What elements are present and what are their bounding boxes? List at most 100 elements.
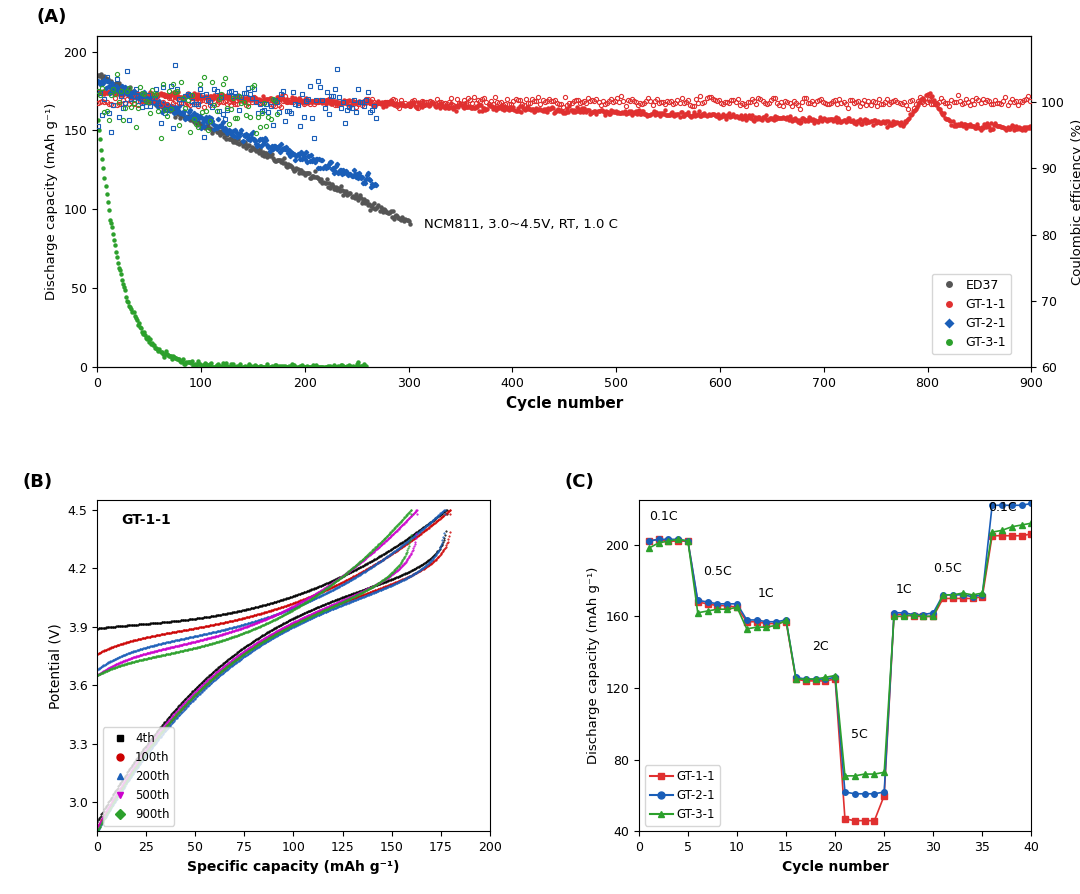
GT-1-1 [789,674,802,685]
GT-2-1 [92,75,105,86]
GT-3-1 [643,543,656,553]
Text: 2C: 2C [812,640,828,654]
GT-1-1 [681,536,694,546]
GT-3-1 [848,771,861,781]
GT-3-1 [208,362,221,373]
GT-2-1 [370,180,383,190]
Text: (C): (C) [564,473,594,491]
GT-3-1 [751,621,764,632]
GT-2-1 [672,534,685,544]
GT-3-1 [799,674,812,685]
GT-3-1 [936,589,949,600]
GT-1-1 [946,593,959,603]
GT-1-1 [936,593,949,603]
GT-1-1 [741,616,754,627]
Text: 1C: 1C [895,583,913,596]
GT-1-1 [984,125,997,136]
GT-1-1 [956,593,969,603]
GT-2-1 [986,500,999,510]
Legend: ED37, GT-1-1, GT-2-1, GT-3-1: ED37, GT-1-1, GT-2-1, GT-3-1 [932,274,1011,354]
GT-2-1 [996,500,1009,510]
GT-3-1 [135,326,148,337]
GT-2-1 [720,598,733,609]
ED37 [381,207,394,218]
GT-1-1 [907,611,920,621]
Line: ED37: ED37 [97,72,411,225]
GT-2-1 [809,674,822,685]
Y-axis label: Potential (V): Potential (V) [48,623,62,709]
GT-1-1 [848,815,861,826]
GT-3-1 [360,361,373,372]
GT-3-1 [789,674,802,685]
GT-1-1 [194,94,207,105]
GT-2-1 [643,536,656,546]
Y-axis label: Discharge capacity (mAh g⁻¹): Discharge capacity (mAh g⁻¹) [586,567,599,764]
GT-2-1 [878,787,891,797]
Legend: 4th, 100th, 200th, 500th, 900th: 4th, 100th, 200th, 500th, 900th [103,728,174,825]
GT-2-1 [848,789,861,799]
GT-2-1 [760,616,773,627]
GT-2-1 [129,91,141,102]
GT-1-1 [888,609,901,620]
GT-3-1 [907,609,920,620]
GT-3-1 [897,611,910,621]
GT-2-1 [98,75,111,86]
X-axis label: Cycle number: Cycle number [505,395,623,410]
Text: 0.1C: 0.1C [987,501,1016,514]
GT-2-1 [789,672,802,683]
GT-3-1 [701,605,714,616]
GT-2-1 [741,614,754,625]
Text: 5C: 5C [851,729,868,741]
GT-2-1 [956,589,969,600]
GT-1-1 [828,674,841,685]
GT-1-1 [751,616,764,627]
GT-1-1 [672,536,685,546]
GT-2-1 [1025,498,1038,509]
GT-1-1 [711,600,724,611]
GT-1-1 [701,598,714,609]
Text: 0.1C: 0.1C [649,510,678,523]
GT-1-1 [1015,530,1028,541]
GT-3-1 [780,614,793,625]
GT-2-1 [946,589,959,600]
GT-2-1 [936,589,949,600]
GT-2-1 [838,787,851,797]
ED37 [306,170,319,181]
GT-3-1 [956,587,969,598]
GT-1-1 [796,113,809,123]
GT-2-1 [780,614,793,625]
GT-2-1 [701,596,714,607]
GT-3-1 [662,536,675,546]
GT-1-1 [730,602,743,612]
GT-2-1 [681,536,694,546]
GT-3-1 [859,769,872,780]
GT-1-1 [757,112,770,122]
Line: GT-3-1: GT-3-1 [97,118,367,369]
GT-1-1 [760,618,773,628]
Text: 0.5C: 0.5C [933,561,962,575]
GT-1-1 [1025,122,1038,133]
GT-3-1 [878,767,891,778]
Y-axis label: Discharge capacity (mAh g⁻¹): Discharge capacity (mAh g⁻¹) [45,103,58,300]
GT-3-1 [691,607,704,618]
GT-2-1 [859,789,872,799]
GT-3-1 [672,534,685,544]
GT-1-1 [1005,530,1018,541]
GT-2-1 [365,181,378,192]
GT-1-1 [336,98,349,109]
GT-2-1 [730,598,743,609]
X-axis label: Cycle number: Cycle number [782,860,889,873]
ED37 [218,128,231,139]
GT-1-1 [1025,528,1038,539]
Text: (B): (B) [23,473,53,491]
GT-3-1 [1015,519,1028,530]
GT-1-1 [878,790,891,801]
GT-2-1 [966,591,978,602]
Text: (A): (A) [37,9,67,27]
GT-3-1 [996,525,1009,536]
GT-1-1 [966,593,978,603]
Y-axis label: Coulombic efficiency (%): Coulombic efficiency (%) [1070,118,1080,284]
GT-1-1 [917,611,930,621]
GT-3-1 [720,603,733,614]
GT-3-1 [888,611,901,621]
